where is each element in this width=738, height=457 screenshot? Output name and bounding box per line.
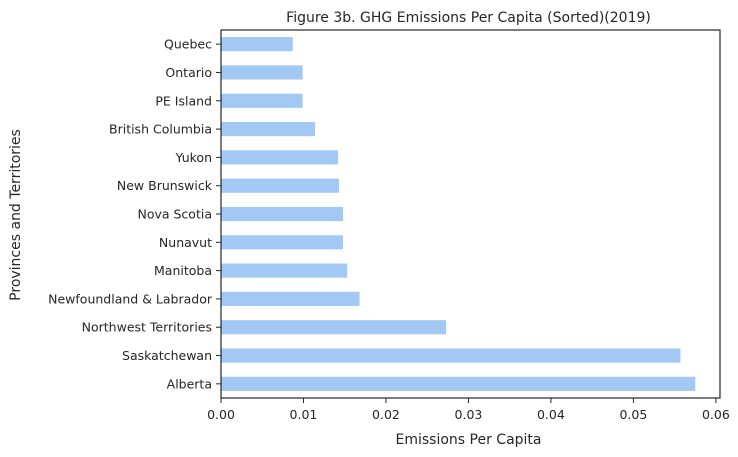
y-tick-label: British Columbia [109,122,212,137]
y-tick-label: Quebec [164,37,212,52]
x-axis-ticks: 0.00 0.01 0.02 0.03 0.04 0.05 0.06 [207,398,730,422]
y-tick-label: Manitoba [154,263,212,278]
bar-alberta [221,376,696,391]
bar-quebec [221,37,293,52]
bar-northwest-territories [221,320,447,335]
bar-new-brunswick [221,178,339,193]
x-tick-label: 0.01 [290,407,318,422]
bar-pe-island [221,93,303,108]
x-tick-label: 0.00 [207,407,235,422]
bar-saskatchewan [221,348,681,363]
y-tick-label: Newfoundland & Labrador [48,291,213,306]
bar-nunavut [221,235,344,250]
bar-yukon [221,150,339,165]
y-tick-label: New Brunswick [117,178,213,193]
x-tick-label: 0.04 [537,407,565,422]
bar-british-columbia [221,122,316,137]
bar-newfoundland-labrador [221,291,360,306]
bars-group [221,37,696,391]
y-axis-ticks: Quebec Ontario PE Island British Columbia Yu… [48,37,221,391]
y-tick-label: Saskatchewan [122,348,212,363]
y-axis-label: Provinces and Territories [8,129,24,301]
y-tick-label: Ontario [165,65,212,80]
y-tick-label: PE Island [155,93,212,108]
x-tick-label: 0.05 [619,407,647,422]
y-tick-label: Northwest Territories [82,320,212,335]
bar-nova-scotia [221,206,344,222]
chart-title: Figure 3b. GHG Emissions Per Capita (Sor… [286,10,651,26]
y-tick-label: Yukon [175,150,213,165]
x-axis-label: Emissions Per Capita [396,432,542,448]
bar-ontario [221,65,303,80]
y-tick-label: Alberta [167,376,212,391]
y-tick-label: Nunavut [159,235,212,250]
x-tick-label: 0.02 [372,407,400,422]
plot-frame [220,29,721,399]
x-tick-label: 0.06 [702,407,730,422]
bar-manitoba [221,263,348,278]
x-tick-label: 0.03 [455,407,483,422]
y-tick-label: Nova Scotia [137,207,212,222]
